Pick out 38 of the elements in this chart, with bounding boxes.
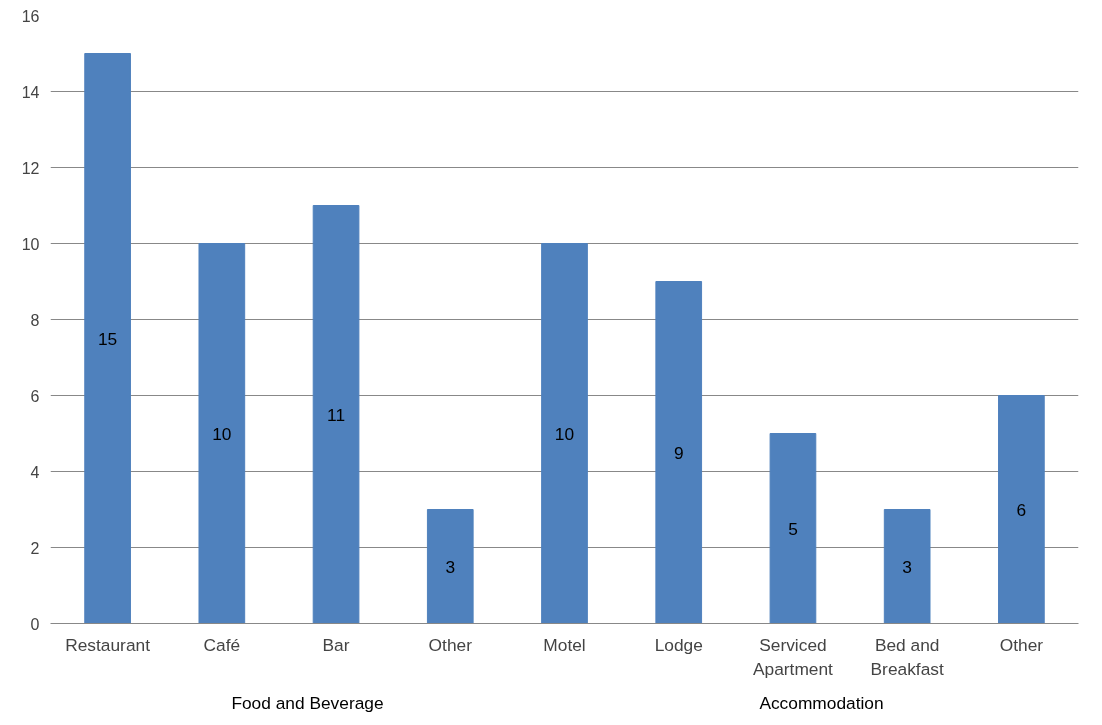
x-tick-label: Other (999, 634, 1044, 655)
x-tick-label: Restaurant (65, 634, 151, 655)
y-tick-label: 10 (21, 235, 40, 253)
text: Accommodation (759, 692, 884, 713)
bar (883, 509, 931, 624)
bar (426, 509, 474, 624)
data-label: 6 (1016, 499, 1027, 520)
x-tick-label: Serviced Apartment (752, 634, 834, 679)
bar (769, 433, 817, 624)
x-tick-label: Bar (322, 634, 350, 655)
data-label: 3 (902, 556, 912, 577)
bar (198, 243, 246, 624)
bar (655, 281, 703, 624)
y-tick-label: 2 (30, 539, 40, 557)
y-tick-label: 0 (30, 615, 40, 633)
data-label: 9 (673, 442, 684, 463)
y-tick-label: 12 (21, 159, 40, 177)
y-tick-label: 16 (21, 7, 40, 25)
data-label: 10 (212, 423, 232, 444)
x-tick-label: Motel (543, 634, 586, 655)
data-label: 5 (788, 518, 798, 539)
x-tick-label: Other (428, 634, 473, 655)
bar (312, 205, 360, 624)
x-tick-label: Lodge (654, 634, 703, 655)
x-tick-label: Café (203, 634, 241, 655)
data-label: 15 (97, 328, 118, 349)
data-label: 3 (445, 556, 456, 577)
data-label: 10 (554, 423, 575, 444)
y-tick-label: 4 (30, 463, 40, 481)
bar (998, 395, 1045, 624)
y-tick-label: 6 (30, 387, 40, 405)
x-tick-label: Bed and Breakfast (870, 634, 944, 679)
y-tick-label: 14 (21, 83, 40, 101)
y-tick-label: 8 (30, 311, 40, 329)
data-label: 11 (327, 404, 346, 425)
bar (84, 53, 131, 624)
text: Food and Beverage (231, 692, 384, 713)
bar (541, 243, 588, 624)
